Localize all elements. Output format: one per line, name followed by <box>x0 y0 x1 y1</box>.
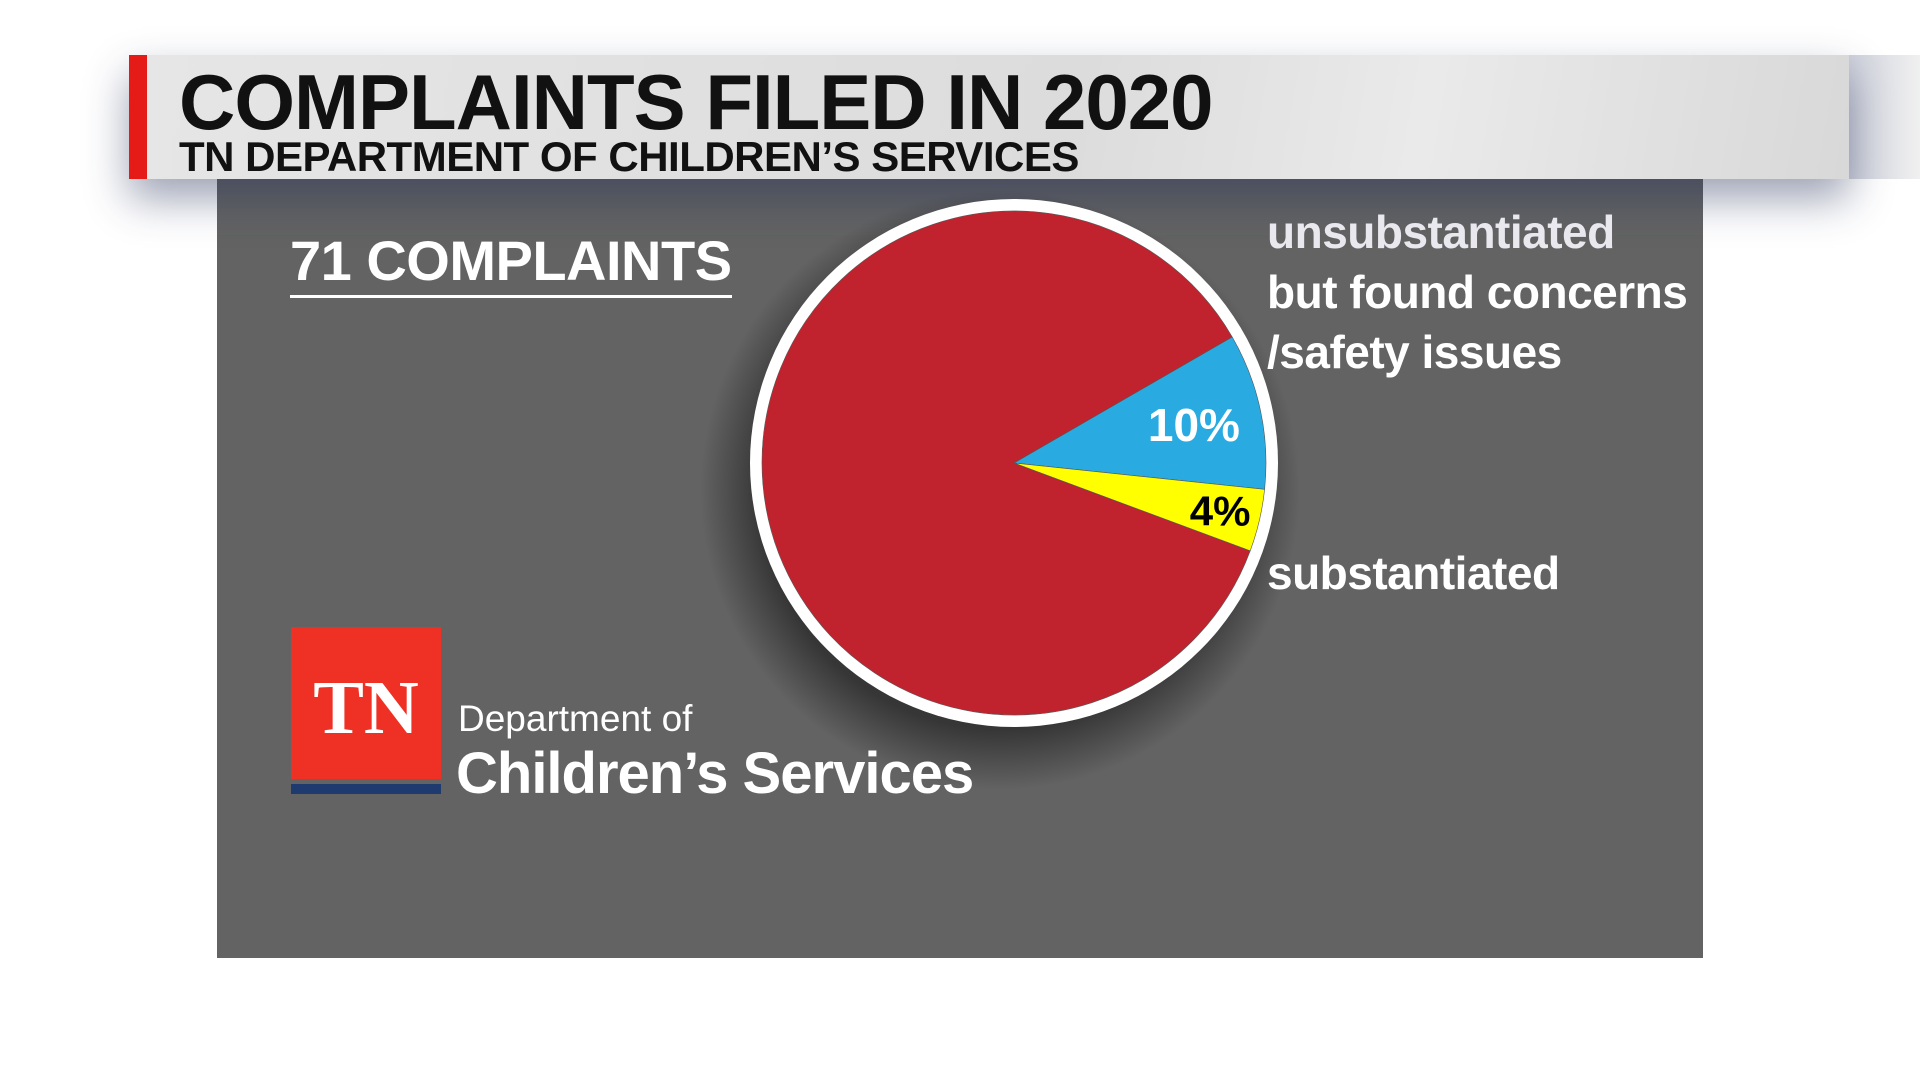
slice-label-substantiated: 4% <box>1190 487 1251 534</box>
pie-slice-unsubstantiated <box>1013 336 1267 490</box>
logo-department-text: Department of <box>458 698 693 739</box>
header-banner: COMPLAINTS FILED IN 2020 TN DEPARTMENT O… <box>129 55 1849 180</box>
legend-unsubstantiated: unsubstantiated but found concerns /safe… <box>1267 202 1688 382</box>
slice-label-unsubstantiated: 10% <box>1148 399 1240 451</box>
tn-logo: TN <box>291 627 441 779</box>
page-title: COMPLAINTS FILED IN 2020 <box>179 58 1213 146</box>
legend-substantiated: substantiated <box>1267 547 1560 599</box>
legend-line: unsubstantiated <box>1267 206 1615 258</box>
legend-line: /safety issues <box>1267 326 1562 378</box>
page-subtitle: TN DEPARTMENT OF CHILDREN’S SERVICES <box>179 133 1079 180</box>
logo-agency-name: Children’s Services <box>456 741 974 806</box>
tn-logo-mark: TN <box>313 666 419 750</box>
header-extension <box>1849 55 1920 179</box>
total-complaints-label: 71 COMPLAINTS <box>290 228 732 298</box>
header-accent-stripe <box>129 55 147 179</box>
legend-line: but found concerns <box>1267 266 1688 318</box>
pie-slice-other <box>761 210 1251 716</box>
tn-logo-stripe <box>291 784 441 794</box>
pie-slice-substantiated <box>1013 462 1265 552</box>
